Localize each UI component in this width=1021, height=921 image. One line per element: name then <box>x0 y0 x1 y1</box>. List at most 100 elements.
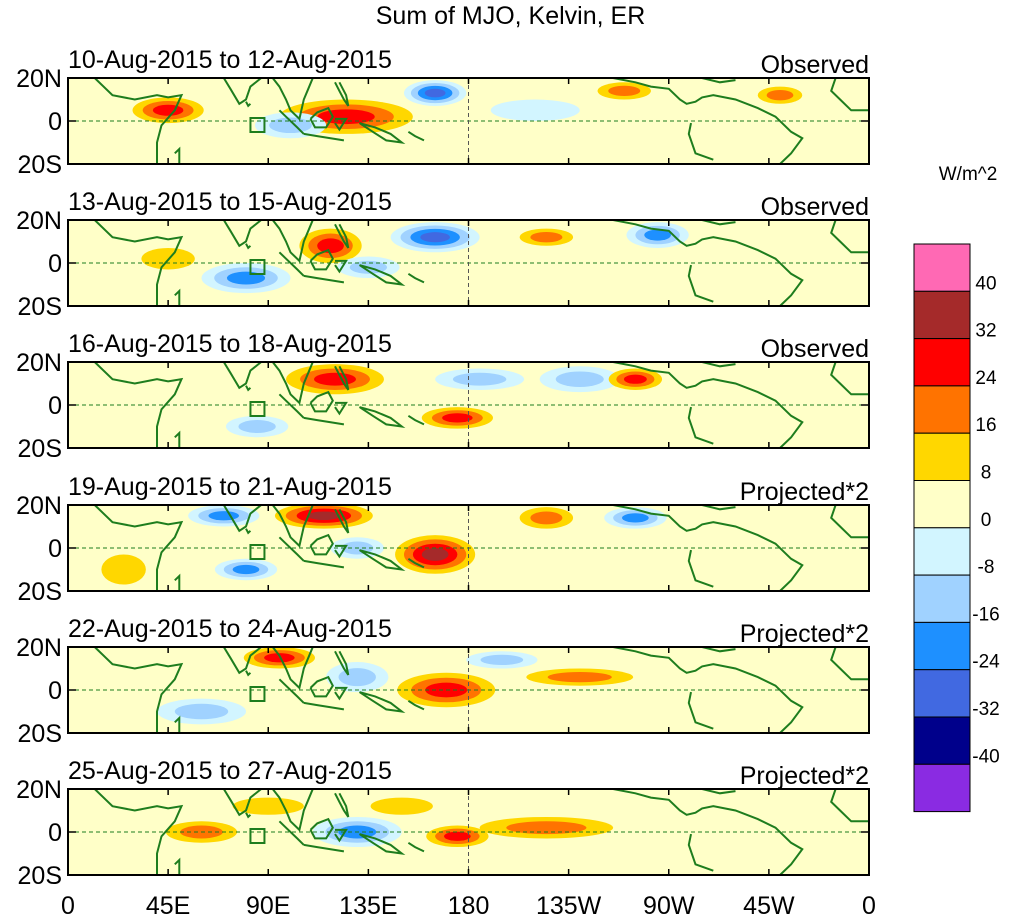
colorbar-swatch <box>913 432 971 482</box>
coastline <box>278 678 305 704</box>
coastline <box>612 220 804 306</box>
coastline <box>309 817 334 840</box>
map-panel: 25-Aug-2015 to 27-Aug-2015 Projected*2 20N… <box>16 757 870 890</box>
coastline <box>687 833 714 872</box>
anomaly-contour <box>452 372 507 386</box>
colorbar-label: 32 <box>975 321 996 342</box>
panel-date-range: 19-Aug-2015 to 21-Aug-2015 <box>68 473 392 501</box>
anomaly-contour <box>238 420 276 433</box>
reference-box <box>249 686 266 702</box>
coastline <box>358 406 406 428</box>
coastline <box>334 650 350 676</box>
coastline <box>358 833 406 855</box>
map-field <box>68 362 869 448</box>
coastline <box>245 243 252 250</box>
coastline <box>222 78 263 106</box>
coastline <box>278 820 305 846</box>
units-label: W/m^2 <box>939 164 998 185</box>
coastline <box>68 78 184 164</box>
map-panel: 10-Aug-2015 to 12-Aug-2015 Observed 20N 0 20… <box>16 46 870 179</box>
coastline <box>612 505 804 591</box>
coastline <box>303 132 345 142</box>
coastline <box>358 691 406 713</box>
anomaly-contour <box>555 371 604 387</box>
coastline <box>68 647 184 733</box>
coastline <box>271 789 314 832</box>
coastline <box>679 647 736 653</box>
reference-box <box>249 544 266 560</box>
panel-type-label: Observed <box>761 51 869 79</box>
lon-label: 45W <box>743 892 795 920</box>
anomaly-contour <box>424 88 446 98</box>
lon-label: 45E <box>146 892 190 920</box>
anomaly-contour <box>506 821 587 835</box>
colorbar-swatch <box>913 527 971 576</box>
anomaly-contour <box>490 99 580 121</box>
map-field <box>68 78 869 164</box>
coastline <box>687 406 714 445</box>
coastline <box>830 789 869 823</box>
anomaly-contour <box>608 85 641 97</box>
coastline <box>271 647 314 690</box>
coastline <box>303 843 345 853</box>
coastline <box>309 248 334 271</box>
map-panels: 10-Aug-2015 to 12-Aug-2015 Observed 20N 0 20… <box>16 46 870 890</box>
coastline <box>334 544 348 559</box>
coastline <box>334 365 350 391</box>
colorbar-label: -40 <box>972 746 999 767</box>
coastline <box>174 715 181 733</box>
anomaly-contour <box>766 90 794 101</box>
anomaly-contour <box>622 513 649 523</box>
coastline <box>303 416 345 426</box>
lon-label: 90W <box>643 892 695 920</box>
coastline <box>245 812 252 819</box>
coastline <box>687 122 714 161</box>
coastline <box>407 414 425 426</box>
map-field <box>68 789 869 875</box>
panel-type-label: Observed <box>761 193 869 221</box>
colorbar-swatch <box>913 621 971 671</box>
anomaly-contour <box>530 232 563 243</box>
coastline <box>679 505 736 511</box>
colorbar-label: 24 <box>975 368 997 389</box>
coastline <box>303 701 345 711</box>
coastline <box>174 288 181 306</box>
coastline <box>407 699 425 711</box>
coastline <box>68 789 184 875</box>
coastline <box>174 857 181 875</box>
reference-box <box>249 828 266 844</box>
coastline <box>334 828 348 843</box>
coastline <box>679 362 736 368</box>
map-panel: 19-Aug-2015 to 21-Aug-2015 Projected*2 20N… <box>16 473 870 606</box>
anomaly-contour <box>644 229 671 241</box>
panel-type-label: Projected*2 <box>740 762 869 790</box>
map-field <box>68 220 869 306</box>
coastline <box>830 362 869 396</box>
lat-label: 0 <box>48 535 62 563</box>
coastline <box>334 117 348 132</box>
coastline <box>174 430 181 448</box>
coastline <box>612 362 804 448</box>
lon-label: 90E <box>246 892 290 920</box>
lon-label: 135E <box>339 892 397 920</box>
anomaly-contour <box>530 511 563 525</box>
coastline <box>309 533 334 556</box>
coastline <box>334 401 348 416</box>
colorbar-swatch <box>913 338 971 387</box>
colorbar-label: 0 <box>981 510 992 531</box>
anomaly-contour <box>152 104 184 116</box>
colorbar-label: 16 <box>975 415 996 436</box>
coastline <box>687 264 714 303</box>
coastline <box>222 220 263 248</box>
coastline <box>687 691 714 730</box>
coastline <box>407 130 425 142</box>
panel-date-range: 13-Aug-2015 to 15-Aug-2015 <box>68 188 392 216</box>
anomaly-contour <box>317 109 375 125</box>
colorbar: W/m^2 40 32 24 16 8 0 -8 -16 -24 -32 -40 <box>913 164 1000 813</box>
coastline <box>174 573 181 591</box>
coastline <box>222 647 263 675</box>
lon-label: 135W <box>536 892 602 920</box>
anomaly-contour <box>314 372 356 386</box>
lat-label: 20S <box>18 720 62 748</box>
lat-label: 20S <box>18 151 62 179</box>
